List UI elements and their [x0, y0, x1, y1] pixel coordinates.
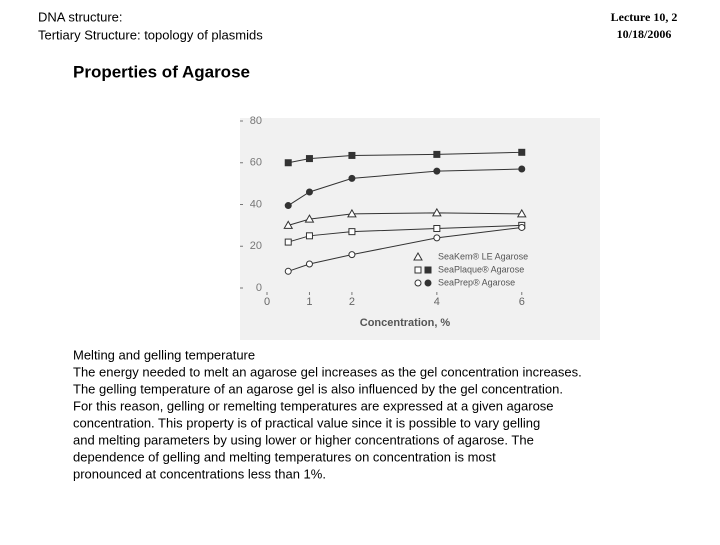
point	[305, 232, 313, 240]
body: Melting and gelling temperature The energ…	[73, 347, 582, 481]
y-tick-label: 80	[250, 115, 262, 127]
point	[348, 251, 356, 259]
point	[431, 207, 442, 217]
point	[283, 220, 294, 229]
body-line: The energy needed to melt an agarose gel…	[73, 364, 582, 379]
body-line: For this reason, gelling or remelting te…	[73, 398, 554, 413]
y-tick-label: 20	[250, 240, 262, 252]
x-tick-label: 4	[434, 296, 440, 308]
point	[284, 202, 292, 210]
legend-label: SeaKem® LE Agarose	[438, 251, 528, 261]
legend-marker	[414, 279, 422, 287]
topic: Tertiary Structure: topology of plasmids	[38, 27, 263, 42]
body-line: Melting and gelling temperature	[73, 347, 255, 362]
lecture: Lecture 10, 2	[611, 10, 678, 24]
point	[518, 148, 526, 156]
x-axis-label: Concentration, %	[360, 317, 451, 329]
date: 10/18/2006	[617, 27, 672, 41]
topic: DNA structure:	[38, 9, 123, 24]
body-line: concentration. This property is of pract…	[73, 415, 540, 430]
legend-marker	[424, 266, 432, 274]
body-line: pronounced at concentrations less than 1…	[73, 466, 326, 481]
point	[284, 238, 292, 246]
legend-marker	[414, 266, 422, 274]
body-line: The gelling temperature of an agarose ge…	[73, 381, 563, 396]
point	[284, 267, 292, 275]
point	[347, 208, 357, 218]
point	[304, 214, 315, 223]
point	[305, 188, 313, 196]
point	[348, 174, 356, 182]
body-line: and melting parameters by using lower or…	[73, 432, 534, 447]
y-tick-label: 60	[250, 157, 262, 169]
x-tick-label: 1	[306, 296, 312, 308]
point	[305, 260, 313, 268]
legend-label: SeaPrep® Agarose	[438, 277, 515, 287]
point	[433, 234, 441, 242]
point	[516, 208, 527, 218]
y-tick-label: 0	[256, 282, 262, 294]
legend-marker	[424, 279, 432, 287]
body-line: dependence of gelling and melting temper…	[73, 449, 496, 464]
point	[433, 225, 441, 233]
chart: 0 20 40 60 80 0 1 2 4 6 Concentration, % SeaKem® LE…	[240, 115, 528, 329]
x-tick-label: 0	[264, 296, 270, 308]
point	[348, 228, 356, 236]
point	[518, 223, 526, 231]
point	[284, 159, 292, 167]
legend-marker	[413, 251, 423, 261]
point	[305, 155, 313, 163]
point	[518, 165, 526, 173]
point	[348, 151, 356, 159]
x-tick-label: 2	[349, 296, 355, 308]
x-tick-label: 6	[519, 296, 525, 308]
point	[433, 150, 441, 158]
legend-label: SeaPlaque® Agarose	[438, 264, 524, 274]
y-tick-label: 40	[250, 198, 262, 210]
point	[433, 167, 441, 175]
title: Properties of Agarose	[73, 62, 250, 81]
